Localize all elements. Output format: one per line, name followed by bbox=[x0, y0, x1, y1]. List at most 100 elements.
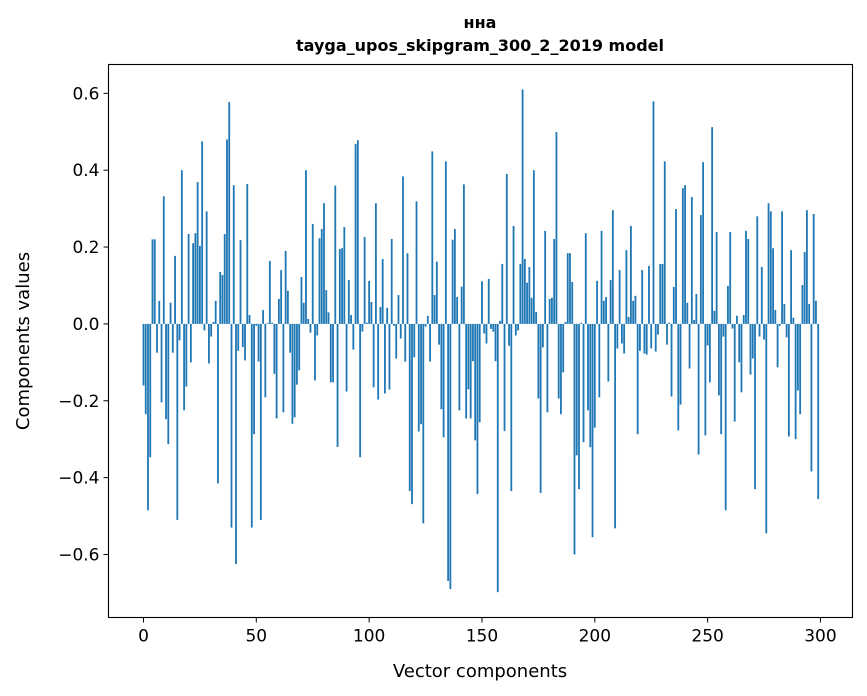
bar-component-193 bbox=[578, 323, 580, 490]
bar-component-5 bbox=[153, 239, 156, 324]
bar-component-196 bbox=[584, 233, 587, 324]
bar-component-287 bbox=[790, 250, 793, 324]
bar-component-272 bbox=[756, 216, 759, 324]
bar-component-69 bbox=[298, 323, 301, 371]
bar-component-41 bbox=[235, 323, 237, 565]
bar-component-268 bbox=[747, 238, 750, 324]
y-tick-label: 0.6 bbox=[72, 84, 99, 104]
bar-component-18 bbox=[183, 323, 185, 411]
bar-component-19 bbox=[185, 323, 188, 387]
bar-component-145 bbox=[469, 323, 472, 419]
bar-component-201 bbox=[596, 280, 598, 324]
bar-component-133 bbox=[442, 323, 445, 438]
bar-component-160 bbox=[503, 323, 506, 432]
bar-component-294 bbox=[806, 210, 808, 324]
bar-component-208 bbox=[611, 210, 614, 324]
bar-component-77 bbox=[316, 323, 319, 336]
bar-component-296 bbox=[810, 323, 813, 472]
bar-component-176 bbox=[539, 323, 542, 493]
bar-component-109 bbox=[388, 323, 391, 390]
bar-component-32 bbox=[214, 300, 217, 324]
bar-component-230 bbox=[661, 263, 664, 324]
bar-component-94 bbox=[354, 144, 357, 324]
bar-component-237 bbox=[677, 323, 680, 431]
bar-component-71 bbox=[302, 302, 305, 324]
bar-component-58 bbox=[273, 323, 276, 374]
bar-component-79 bbox=[320, 228, 323, 324]
bar-component-195 bbox=[582, 323, 585, 443]
bar-component-273 bbox=[758, 323, 761, 337]
bar-component-81 bbox=[325, 290, 328, 324]
bar-component-107 bbox=[384, 323, 386, 394]
x-tick-label: 300 bbox=[804, 627, 836, 647]
bar-component-24 bbox=[196, 182, 199, 324]
bar-component-132 bbox=[440, 323, 443, 410]
bar-component-119 bbox=[411, 323, 413, 505]
bar-component-45 bbox=[244, 323, 246, 361]
bar-component-9 bbox=[162, 196, 165, 324]
bar-component-226 bbox=[652, 101, 655, 324]
bar-component-136 bbox=[449, 323, 452, 590]
bar-component-206 bbox=[607, 323, 610, 382]
bar-component-283 bbox=[781, 211, 783, 324]
bar-component-279 bbox=[772, 248, 774, 324]
bar-component-152 bbox=[485, 323, 488, 344]
bar-component-49 bbox=[253, 323, 255, 435]
bar-component-2 bbox=[147, 323, 149, 511]
bar-component-271 bbox=[754, 323, 756, 490]
bar-component-76 bbox=[314, 323, 316, 381]
bar-component-260 bbox=[729, 232, 732, 324]
bar-component-264 bbox=[738, 323, 741, 363]
bar-component-65 bbox=[289, 323, 292, 353]
bar-component-102 bbox=[372, 323, 375, 388]
bar-component-80 bbox=[323, 203, 325, 324]
bar-component-158 bbox=[499, 320, 501, 324]
bar-component-203 bbox=[600, 230, 603, 324]
x-tick-label: 250 bbox=[691, 627, 723, 647]
bar-component-288 bbox=[792, 317, 795, 324]
bar-component-229 bbox=[659, 263, 662, 324]
bar-component-240 bbox=[684, 185, 686, 324]
bar-component-3 bbox=[149, 323, 152, 458]
bar-component-103 bbox=[375, 203, 377, 324]
bar-component-89 bbox=[343, 227, 346, 324]
bar-component-141 bbox=[460, 286, 463, 324]
bar-component-175 bbox=[537, 323, 540, 399]
bar-component-162 bbox=[508, 323, 510, 346]
bar-component-151 bbox=[483, 323, 486, 334]
bar-component-4 bbox=[151, 239, 154, 324]
y-tick-label: 0.0 bbox=[72, 315, 99, 335]
bar-component-210 bbox=[616, 323, 619, 349]
bar-component-74 bbox=[309, 323, 312, 333]
bar-component-16 bbox=[178, 323, 181, 341]
bar-component-284 bbox=[783, 303, 786, 324]
bar-component-42 bbox=[237, 323, 240, 351]
bar-component-30 bbox=[210, 323, 213, 337]
x-tick-label: 100 bbox=[353, 627, 385, 647]
bar-component-189 bbox=[569, 253, 571, 324]
bar-component-212 bbox=[620, 323, 623, 344]
bar-component-114 bbox=[399, 323, 402, 339]
bar-component-235 bbox=[672, 287, 675, 324]
bar-component-39 bbox=[230, 323, 233, 528]
bar-component-278 bbox=[769, 211, 772, 324]
bar-component-48 bbox=[250, 323, 253, 528]
bar-component-129 bbox=[433, 295, 436, 324]
bar-component-90 bbox=[345, 323, 348, 392]
bar-component-182 bbox=[553, 238, 556, 324]
bar-component-197 bbox=[587, 323, 589, 411]
bar-component-245 bbox=[695, 293, 698, 324]
bar-component-200 bbox=[593, 323, 596, 428]
bar-component-252 bbox=[711, 127, 714, 324]
bar-component-140 bbox=[458, 323, 461, 411]
bar-component-286 bbox=[787, 323, 790, 437]
bar-component-231 bbox=[663, 161, 666, 324]
bar-component-250 bbox=[706, 323, 709, 346]
bars-group bbox=[142, 89, 820, 593]
bar-component-246 bbox=[697, 323, 700, 455]
bar-component-139 bbox=[456, 296, 459, 324]
bar-component-215 bbox=[627, 316, 630, 324]
bar-component-17 bbox=[180, 170, 183, 324]
bar-component-247 bbox=[699, 215, 702, 324]
bar-component-130 bbox=[435, 261, 438, 324]
